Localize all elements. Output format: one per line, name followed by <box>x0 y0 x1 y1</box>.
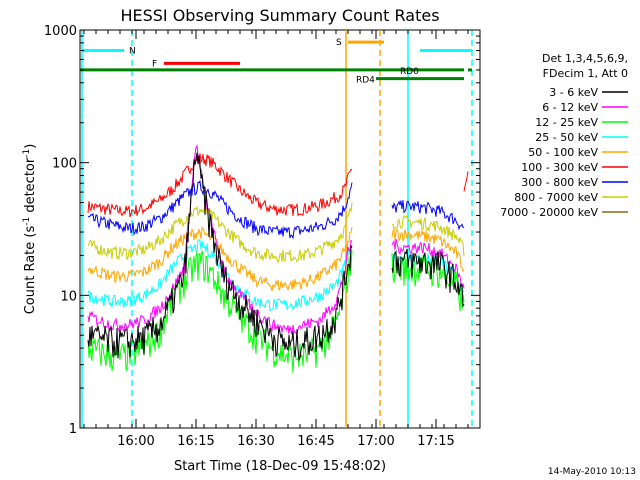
series-line <box>391 228 465 273</box>
series-line <box>87 152 353 361</box>
series-line <box>391 200 465 231</box>
series-line <box>87 239 353 312</box>
y-axis-label: Count Rate (s-1 detector-1) <box>22 144 38 315</box>
series-line <box>87 226 353 292</box>
legend-label: 3 - 6 keV <box>549 86 598 99</box>
x-tick-label: 16:30 <box>237 434 274 449</box>
flag-label: RD4 <box>356 76 375 86</box>
x-tick-label: 16:45 <box>297 434 334 449</box>
y-axis-label-sup: -1 <box>22 217 32 226</box>
flag-label: F <box>152 59 157 69</box>
x-tick-label: 16:00 <box>117 434 154 449</box>
series-layer <box>87 143 469 373</box>
legend-header-line: FDecim 1, Att 0 <box>543 67 628 80</box>
y-tick-label: 1 <box>69 422 77 437</box>
flag-bars: N F S RD0 RD4 <box>80 38 472 86</box>
y-tick-label: 1000 <box>44 24 77 39</box>
y-axis-label-sup: -1 <box>22 149 32 158</box>
chart-title: HESSI Observing Summary Count Rates <box>120 6 439 25</box>
flag-label: S <box>336 38 342 48</box>
legend-label: 50 - 100 keV <box>528 146 598 159</box>
legend-label: 7000 - 20000 keV <box>500 206 598 219</box>
y-axis-label-part: detector <box>23 157 38 217</box>
y-tick-label: 100 <box>52 157 77 172</box>
series-line <box>87 179 353 240</box>
x-axis: 16:00 16:15 16:30 16:45 17:00 17:15 <box>83 30 469 449</box>
legend-header-line: Det 1,3,4,5,6,9, <box>542 52 628 65</box>
x-tick-label: 17:15 <box>417 434 454 449</box>
y-axis: 1 10 100 1000 <box>44 24 480 437</box>
legend: Det 1,3,4,5,6,9, FDecim 1, Att 0 3 - 6 k… <box>500 52 628 219</box>
y-axis-label-part: ) <box>23 144 38 149</box>
flag-label: N <box>129 47 136 57</box>
x-axis-label: Start Time (18-Dec-09 15:48:02) <box>174 459 386 474</box>
series-line <box>87 153 353 218</box>
series-line <box>391 252 465 312</box>
series-line <box>463 171 469 192</box>
plot-frame <box>79 29 481 429</box>
x-tick-label: 16:15 <box>177 434 214 449</box>
series-line <box>391 248 465 308</box>
legend-label: 6 - 12 keV <box>542 101 598 114</box>
series-line <box>87 250 353 373</box>
y-tick-label: 10 <box>60 289 77 304</box>
vertical-markers <box>81 30 473 428</box>
flag-label: RD0 <box>400 67 419 77</box>
series-line <box>391 215 465 256</box>
legend-label: 12 - 25 keV <box>535 116 598 129</box>
series-line <box>87 202 353 264</box>
x-tick-label: 17:00 <box>357 434 394 449</box>
y-axis-label-part: Count Rate (s <box>23 226 38 315</box>
legend-label: 800 - 7000 keV <box>514 191 598 204</box>
legend-label: 100 - 300 keV <box>521 161 598 174</box>
footer-date: 14-May-2010 10:13 <box>548 467 636 477</box>
legend-label: 25 - 50 keV <box>535 131 598 144</box>
series-line <box>391 238 465 289</box>
legend-label: 300 - 800 keV <box>521 176 598 189</box>
